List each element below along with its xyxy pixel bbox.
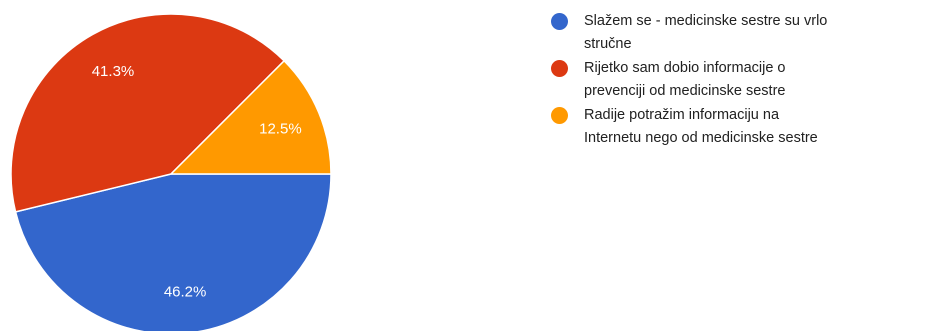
pie-slice-label-2: 12.5% xyxy=(259,121,302,138)
pie-slice-1[interactable] xyxy=(10,13,286,213)
legend-label-line: Slažem se - medicinske sestre su vrlo xyxy=(584,13,828,29)
legend-label: Rijetko sam dobio informacije o prevenci… xyxy=(584,57,949,103)
legend-item-rarely[interactable]: Rijetko sam dobio informacije o prevenci… xyxy=(551,57,949,103)
legend-swatch-icon xyxy=(551,107,568,124)
legend-item-agree[interactable]: Slažem se - medicinske sestre su vrlo st… xyxy=(551,10,949,56)
legend-label-line: stručne xyxy=(584,36,632,52)
legend-swatch-icon xyxy=(551,60,568,77)
legend-label-line: Internetu nego od medicinske sestre xyxy=(584,130,818,146)
pie-slice-label-0: 46.2% xyxy=(164,284,207,301)
legend-label-line: prevenciji od medicinske sestre xyxy=(584,83,786,99)
legend-label: Radije potražim informaciju na Internetu… xyxy=(584,104,949,150)
legend-label-line: Rijetko sam dobio informacije o xyxy=(584,60,786,76)
legend: Slažem se - medicinske sestre su vrlo st… xyxy=(551,10,949,151)
pie-slice-2[interactable] xyxy=(169,59,332,175)
pie-slice-label-1: 41.3% xyxy=(92,63,135,80)
pie-slice-0[interactable] xyxy=(14,173,332,331)
pie-plot-area: 46.2% 41.3% 12.5% xyxy=(10,13,332,331)
legend-label-line: Radije potražim informaciju na xyxy=(584,107,780,123)
legend-label: Slažem se - medicinske sestre su vrlo st… xyxy=(584,10,949,56)
legend-item-internet[interactable]: Radije potražim informaciju na Internetu… xyxy=(551,104,949,150)
legend-swatch-icon xyxy=(551,13,568,30)
